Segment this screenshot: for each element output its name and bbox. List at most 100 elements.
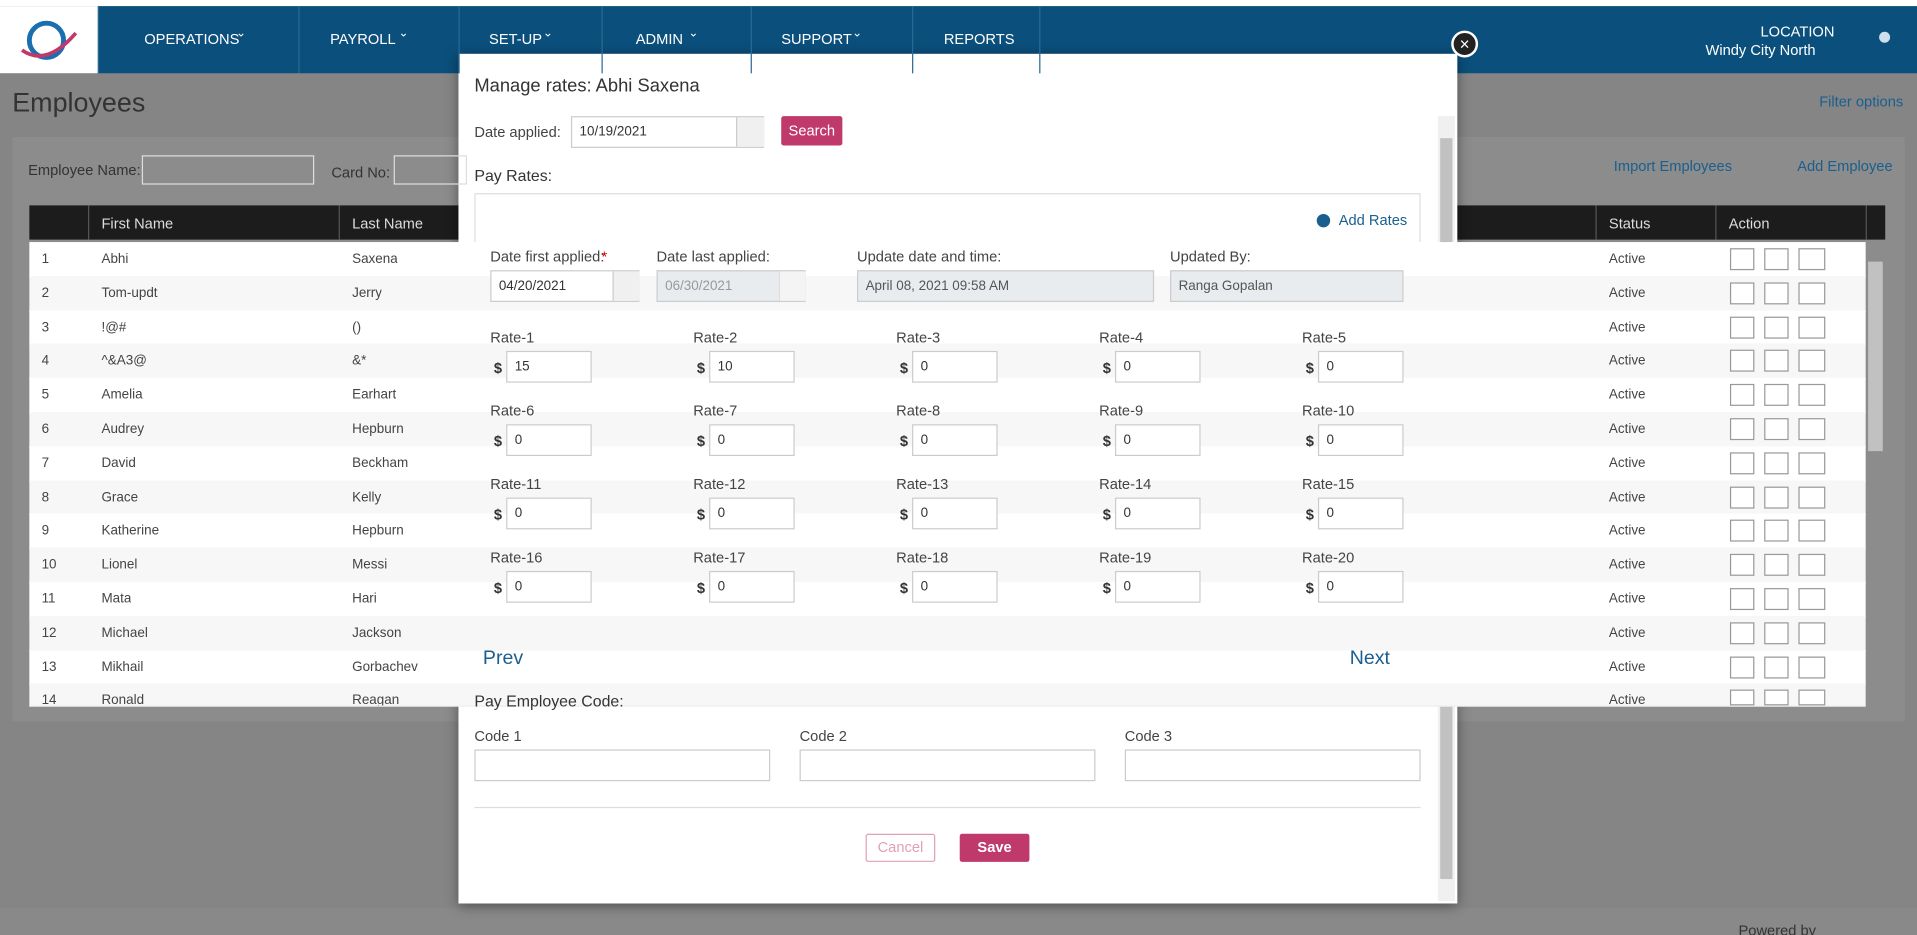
action-button[interactable] [1729, 316, 1755, 339]
rate-input[interactable]: 0 [506, 497, 592, 530]
add-rates[interactable]: Add Rates [1338, 211, 1408, 229]
action-button[interactable] [1798, 248, 1826, 271]
action-button[interactable] [1798, 350, 1826, 373]
rate-input[interactable]: 0 [1317, 497, 1404, 530]
rate-label: Rate-6 [490, 402, 535, 420]
nav-item[interactable]: REPORTS [943, 30, 1015, 48]
action-button[interactable] [1764, 384, 1789, 407]
action-button[interactable] [1729, 486, 1755, 509]
code-input[interactable] [474, 749, 771, 782]
rate-input[interactable]: 0 [912, 497, 998, 530]
action-button[interactable] [1764, 350, 1789, 373]
currency: $ [899, 506, 908, 524]
action-button[interactable] [1764, 656, 1789, 679]
rate-input[interactable]: 0 [709, 497, 795, 530]
next-button[interactable]: Next [1349, 647, 1390, 669]
action-button[interactable] [1764, 588, 1789, 611]
action-button[interactable] [1798, 316, 1826, 339]
action-button[interactable] [1729, 656, 1755, 679]
action-button[interactable] [1798, 588, 1826, 611]
cell: Gorbachev [352, 659, 418, 675]
nav-item[interactable]: OPERATIONS [144, 30, 240, 48]
search-button[interactable]: Search [781, 116, 843, 146]
close-button[interactable]: × [1451, 30, 1479, 58]
action-button[interactable] [1798, 656, 1826, 679]
save-button[interactable]: Save [959, 833, 1030, 862]
action-button[interactable] [1729, 520, 1755, 543]
rate-input[interactable]: 0 [1317, 424, 1404, 457]
action-button[interactable] [1798, 554, 1826, 577]
nav-item[interactable]: SUPPORT [781, 30, 852, 48]
action-button[interactable] [1798, 452, 1826, 475]
page-title: Employees [12, 86, 146, 118]
employee-name-input[interactable] [141, 155, 315, 185]
rate-input[interactable]: 15 [506, 350, 592, 383]
nav-item[interactable]: PAYROLL [330, 30, 396, 48]
rate-input[interactable]: 0 [912, 424, 998, 457]
date-applied-input[interactable]: 10/19/2021 [570, 116, 765, 148]
currency: $ [899, 359, 908, 377]
rate-input[interactable]: 10 [709, 350, 795, 383]
action-button[interactable] [1729, 452, 1755, 475]
action-button[interactable] [1798, 622, 1826, 645]
nav-item[interactable]: SET-UP [489, 30, 543, 48]
import-employees[interactable]: Import Employees [1613, 157, 1733, 175]
action-button[interactable] [1729, 418, 1755, 441]
action-button[interactable] [1764, 452, 1789, 475]
rate-input[interactable]: 0 [1114, 350, 1201, 383]
card-no-label: Card No: [331, 163, 391, 181]
action-button[interactable] [1764, 282, 1789, 305]
action-button[interactable] [1729, 690, 1755, 706]
rate-input[interactable]: 0 [1114, 424, 1201, 457]
action-button[interactable] [1729, 384, 1755, 407]
cancel-button[interactable]: Cancel [865, 833, 936, 862]
action-button[interactable] [1729, 554, 1755, 577]
cell: Active [1608, 421, 1646, 437]
action-button[interactable] [1798, 486, 1826, 509]
rate-input[interactable]: 0 [506, 424, 592, 457]
cell: 11 [41, 591, 56, 607]
rate-label: Rate-11 [490, 475, 542, 493]
action-button[interactable] [1764, 690, 1789, 706]
cell: 3 [41, 319, 50, 335]
cell: Lionel [101, 557, 138, 573]
nav-item[interactable]: ADMIN [635, 30, 684, 48]
action-button[interactable] [1729, 282, 1755, 305]
code-input[interactable] [799, 749, 1096, 782]
filter-options[interactable]: Filter options [1819, 92, 1904, 111]
action-button[interactable] [1729, 248, 1755, 271]
action-button[interactable] [1764, 486, 1789, 509]
rate-input[interactable]: 0 [709, 570, 795, 603]
rate-input[interactable]: 0 [709, 424, 795, 457]
logo-area [0, 6, 98, 74]
prev-button[interactable]: Prev [482, 647, 524, 669]
rate-input[interactable]: 0 [1114, 497, 1201, 530]
nav-chevron: ⌄ [688, 26, 699, 41]
action-button[interactable] [1764, 554, 1789, 577]
action-button[interactable] [1764, 622, 1789, 645]
rate-input[interactable]: 0 [912, 350, 998, 383]
location[interactable]: Windy City North [1705, 41, 1816, 59]
rate-input[interactable]: 0 [912, 570, 998, 603]
rate-input[interactable]: 0 [1317, 350, 1404, 383]
card-no-input[interactable] [393, 155, 468, 185]
action-button[interactable] [1798, 418, 1826, 441]
action-button[interactable] [1764, 418, 1789, 441]
action-button[interactable] [1798, 690, 1826, 706]
action-button[interactable] [1729, 622, 1755, 645]
rate-input[interactable]: 0 [1317, 570, 1404, 603]
action-button[interactable] [1798, 520, 1826, 543]
action-button[interactable] [1764, 520, 1789, 543]
code-input[interactable] [1124, 749, 1421, 782]
action-button[interactable] [1798, 384, 1826, 407]
rate-input[interactable]: 0 [506, 570, 592, 603]
action-button[interactable] [1764, 316, 1789, 339]
action-button[interactable] [1729, 588, 1755, 611]
action-button[interactable] [1729, 350, 1755, 373]
action-button[interactable] [1764, 248, 1789, 271]
cell: Kelly [352, 489, 382, 505]
action-button[interactable] [1798, 282, 1826, 305]
add-employee[interactable]: Add Employee [1797, 157, 1893, 175]
rate-input[interactable]: 0 [1114, 570, 1201, 603]
